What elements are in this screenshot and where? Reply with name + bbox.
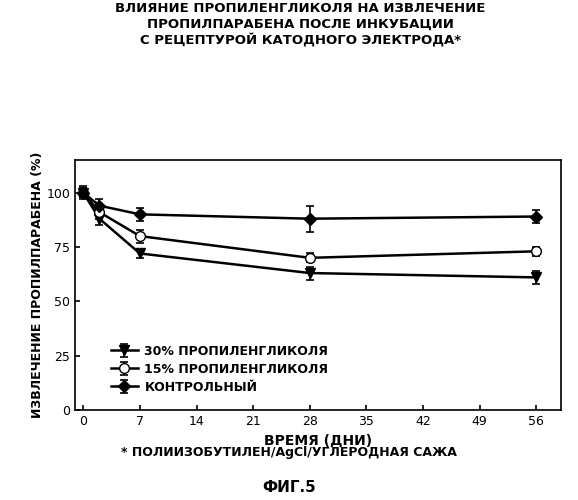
- X-axis label: ВРЕМЯ (ДНИ): ВРЕМЯ (ДНИ): [264, 434, 372, 448]
- Text: ВЛИЯНИЕ ПРОПИЛЕНГЛИКОЛЯ НА ИЗВЛЕЧЕНИЕ
ПРОПИЛПАРАБЕНА ПОСЛЕ ИНКУБАЦИИ
С РЕЦЕПТУРО: ВЛИЯНИЕ ПРОПИЛЕНГЛИКОЛЯ НА ИЗВЛЕЧЕНИЕ ПР…: [116, 2, 486, 46]
- Legend: 30% ПРОПИЛЕНГЛИКОЛЯ, 15% ПРОПИЛЕНГЛИКОЛЯ, КОНТРОЛЬНЫЙ: 30% ПРОПИЛЕНГЛИКОЛЯ, 15% ПРОПИЛЕНГЛИКОЛЯ…: [106, 340, 334, 399]
- Text: ФИГ.5: ФИГ.5: [262, 480, 316, 495]
- Text: * ПОЛИИЗОБУТИЛЕН/AgCl/УГЛЕРОДНАЯ САЖА: * ПОЛИИЗОБУТИЛЕН/AgCl/УГЛЕРОДНАЯ САЖА: [121, 446, 457, 459]
- Y-axis label: ИЗВЛЕЧЕНИЕ ПРОПИЛПАРАБЕНА (%): ИЗВЛЕЧЕНИЕ ПРОПИЛПАРАБЕНА (%): [31, 152, 43, 418]
